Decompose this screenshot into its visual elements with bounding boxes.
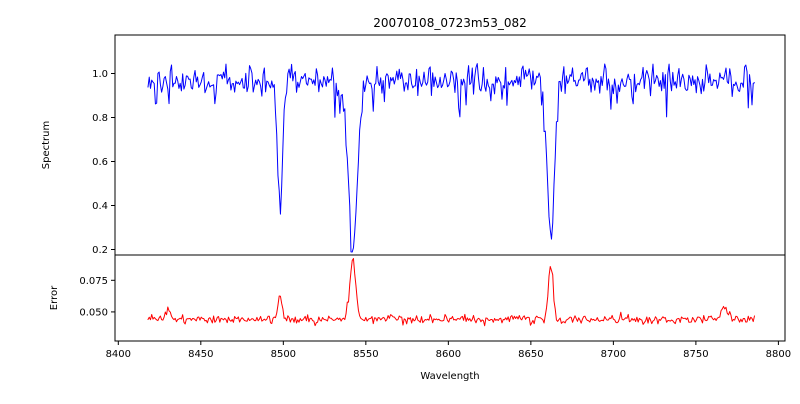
spectrum-line: [147, 63, 755, 253]
x-tick-label: 8500: [271, 349, 296, 360]
x-tick-label: 8450: [188, 349, 213, 360]
y-tick-label: 0.050: [79, 307, 108, 318]
x-tick-label: 8400: [106, 349, 131, 360]
y-tick-label: 1.0: [92, 69, 108, 80]
x-tick-label: 8600: [436, 349, 461, 360]
y-tick-label: 0.6: [92, 157, 108, 168]
y-tick-label: 0.4: [92, 201, 108, 212]
x-axis-label: Wavelength: [420, 371, 479, 382]
x-tick-label: 8550: [353, 349, 378, 360]
x-tick-label: 8700: [601, 349, 626, 360]
error-panel-frame: [114, 254, 786, 342]
plot-area: 8400 8450 8500 8550 8600 8650 8700 8750 8800 0.2 0…: [79, 34, 791, 360]
x-tick-label: 8800: [766, 349, 791, 360]
y-axis-label-error: Error: [49, 285, 60, 310]
x-tick-label: 8750: [683, 349, 708, 360]
y-tick-label: 0.8: [92, 113, 108, 124]
spectrum-panel-frame: [114, 34, 786, 256]
y-tick-label: 0.2: [92, 245, 108, 256]
chart-title: 20070108_0723m53_082: [373, 16, 526, 30]
y-axis-label-spectrum: Spectrum: [41, 121, 52, 169]
y-tick-label: 0.075: [79, 276, 108, 287]
x-tick-label: 8650: [518, 349, 543, 360]
error-line: [147, 257, 755, 327]
